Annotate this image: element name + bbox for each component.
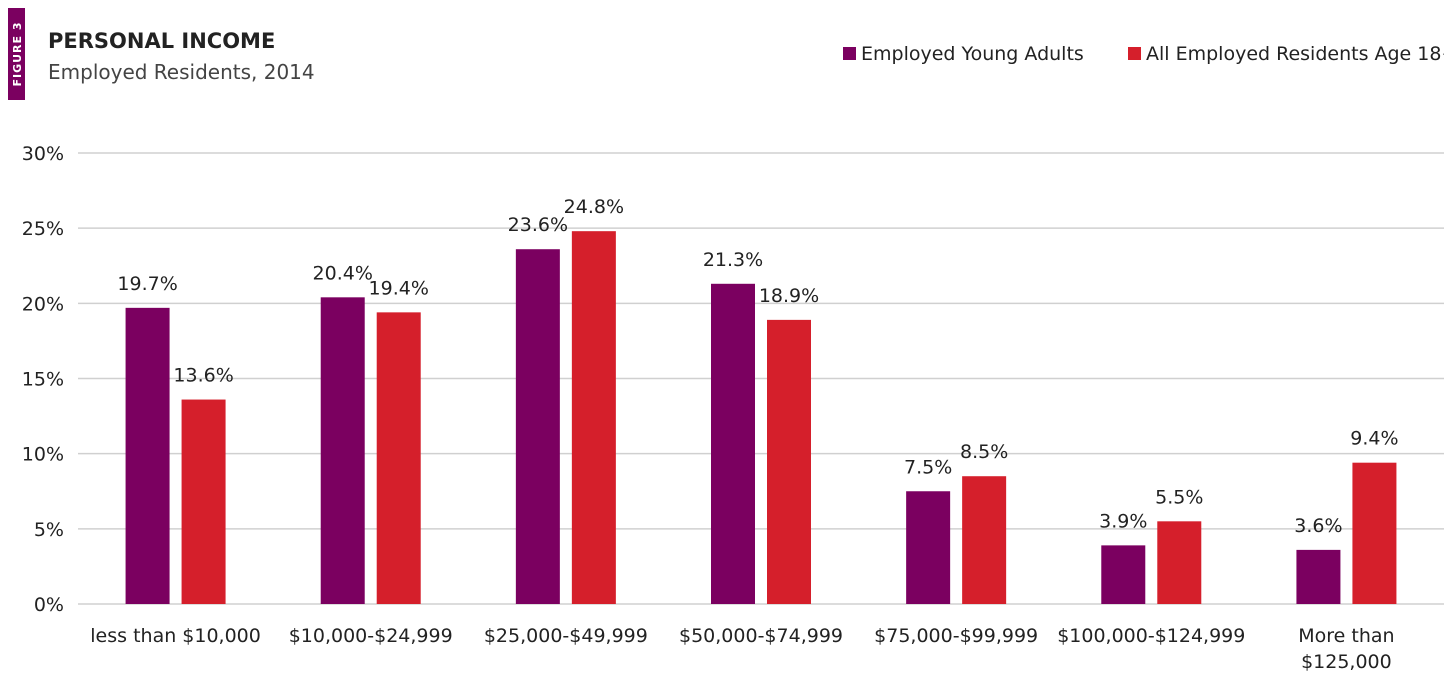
value-label: 5.5% <box>1155 486 1203 508</box>
value-label: 19.7% <box>117 273 177 295</box>
bar <box>125 307 170 604</box>
x-tick-label: $10,000-$24,999 <box>288 625 453 647</box>
value-label: 7.5% <box>904 456 952 478</box>
bar <box>1157 521 1202 604</box>
y-tick-label: 30% <box>22 143 64 165</box>
badge: FIGURE 3 <box>11 21 24 86</box>
value-label: 3.6% <box>1294 515 1342 537</box>
y-tick-label: 5% <box>34 519 64 541</box>
badge-bg <box>8 8 25 100</box>
bar <box>1352 462 1397 604</box>
value-label: 18.9% <box>759 285 819 307</box>
bar <box>320 297 365 604</box>
x-tick-label: $25,000-$49,999 <box>483 625 648 647</box>
bar <box>711 283 755 604</box>
bar <box>1296 549 1341 604</box>
y-tick-label: 25% <box>22 218 64 240</box>
bar <box>181 399 226 604</box>
x-tick-label: $100,000-$124,999 <box>1057 625 1246 647</box>
legend-swatch <box>843 47 856 60</box>
x-tick-label: $75,000-$99,999 <box>874 625 1039 647</box>
x-tick-label: $50,000-$74,999 <box>679 625 843 647</box>
legend-swatch <box>1128 47 1141 60</box>
chart-title: PERSONAL INCOME <box>48 29 275 53</box>
value-label: 20.4% <box>313 262 373 284</box>
bar <box>767 319 811 604</box>
x-tick-label: less than $10,000 <box>90 625 261 647</box>
bar <box>962 476 1007 604</box>
chart-subtitle: Employed Residents, 2014 <box>48 60 315 84</box>
y-tick-label: 15% <box>22 369 64 391</box>
y-tick-label: 10% <box>22 444 64 466</box>
y-tick-label: 20% <box>22 293 64 315</box>
value-label: 9.4% <box>1350 428 1398 450</box>
bar <box>1101 545 1146 604</box>
value-label: 21.3% <box>703 249 763 271</box>
legend-label: Employed Young Adults <box>861 43 1084 65</box>
value-label: 8.5% <box>960 441 1008 463</box>
legend-label: All Employed Residents Age 18+ <box>1146 43 1444 65</box>
value-label: 3.9% <box>1099 510 1147 532</box>
x-tick-label: More than $125,000 <box>1298 625 1395 673</box>
value-label: 19.4% <box>369 277 429 299</box>
value-label: 23.6% <box>508 214 568 236</box>
bar <box>571 231 616 604</box>
bar <box>515 249 560 605</box>
bar <box>376 312 421 604</box>
value-label: 24.8% <box>564 196 624 218</box>
bar <box>906 491 951 604</box>
value-label: 13.6% <box>173 365 233 387</box>
y-tick-label: 0% <box>34 594 64 616</box>
